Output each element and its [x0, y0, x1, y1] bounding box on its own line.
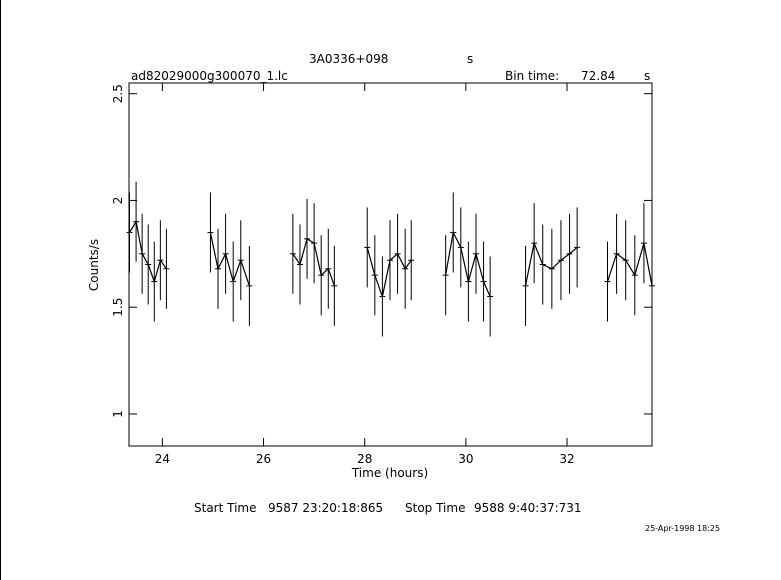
y-tick-label: 1 — [111, 410, 125, 418]
date-stamp: 25-Apr-1998 18:25 — [645, 524, 721, 533]
left-border-line — [0, 0, 1, 580]
file-name: ad82029000g300070_1.lc — [131, 69, 288, 83]
y-tick-label: 2.5 — [111, 84, 125, 103]
axis-ticks: 24 26 28 30 32 1 1.5 2 2.5 — [111, 83, 652, 466]
bin-time-value: 72.84 — [581, 69, 616, 83]
x-tick-label: 28 — [357, 452, 372, 466]
source-name: 3A0336+098 — [309, 52, 389, 66]
x-tick-label: 26 — [256, 452, 271, 466]
light-curve-segment-2 — [209, 232, 250, 287]
x-tick-label: 30 — [458, 452, 473, 466]
stop-time-value: 9588 9:40:37:731 — [474, 501, 582, 515]
start-time-label: Start Time — [194, 501, 257, 515]
light-curve-segment-4 — [366, 247, 412, 299]
y-tick-label: 1.5 — [111, 298, 125, 317]
start-time-value: 9587 23:20:18:865 — [268, 501, 384, 515]
source-unit: s — [467, 52, 474, 66]
x-tick-label: 32 — [559, 452, 574, 466]
bin-time-label: Bin time: — [505, 69, 560, 83]
stop-time-label: Stop Time — [405, 501, 466, 515]
y-axis-label: Counts/s — [87, 239, 101, 291]
light-curve-segment-7 — [606, 242, 653, 287]
bin-time-unit: s — [644, 69, 651, 83]
y-tick-label: 2 — [111, 197, 125, 205]
x-tick-label: 24 — [155, 452, 170, 466]
x-axis-label: Time (hours) — [351, 466, 428, 480]
plot-frame — [128, 82, 653, 447]
data-series — [126, 181, 655, 337]
